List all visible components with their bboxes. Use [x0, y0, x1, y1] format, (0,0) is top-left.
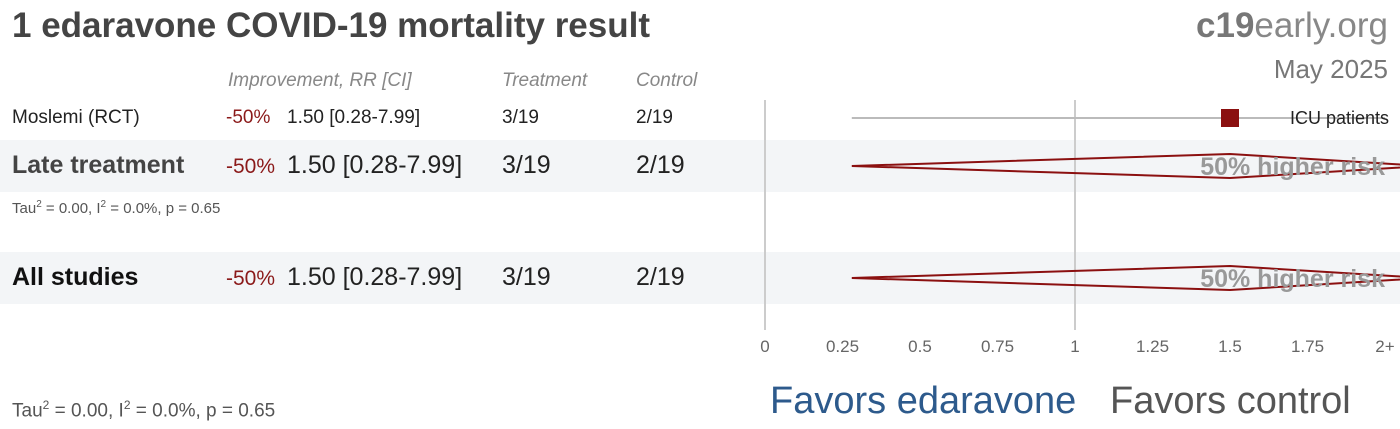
tick-label: 1.75	[1291, 337, 1324, 356]
late-treatment-band	[0, 140, 1400, 192]
tick-label: 0.25	[826, 337, 859, 356]
late-treatment-treatment: 3/19	[502, 151, 551, 179]
late-treatment-improvement: -50%	[226, 155, 276, 178]
all-studies-label: All studies	[12, 263, 139, 291]
favors-right-label: Favors control	[1110, 380, 1351, 422]
tick-label: 0.75	[981, 337, 1014, 356]
study-improvement: -50%	[226, 107, 271, 128]
late-treatment-label: Late treatment	[12, 151, 185, 179]
late-treatment-stats: Tau2 = 0.00, I2 = 0.0%, p = 0.65	[12, 199, 221, 217]
tick-label: 0.5	[908, 337, 932, 356]
tick-label: 1.25	[1136, 337, 1169, 356]
pooled-diamond	[851, 152, 1400, 180]
study-treatment: 3/19	[502, 107, 539, 128]
all-studies-treatment: 3/19	[502, 263, 551, 291]
footer-stats: Tau2 = 0.00, I2 = 0.0%, p = 0.65	[12, 398, 276, 422]
all-studies-control: 2/19	[636, 263, 685, 291]
study-note: ICU patients	[1290, 108, 1389, 128]
tick-label: 2+	[1375, 337, 1394, 356]
brand-logo: c19early.org	[1196, 6, 1388, 46]
tick-label: 0	[760, 337, 769, 356]
date-label: May 2025	[1273, 54, 1388, 84]
late-treatment-control: 2/19	[636, 151, 685, 179]
study-label: Moslemi (RCT)	[12, 107, 140, 128]
study-control: 2/19	[636, 107, 673, 128]
study-marker	[1221, 109, 1239, 127]
all-studies-band	[0, 252, 1400, 304]
tick-label: 1.5	[1218, 337, 1242, 356]
late-treatment-rr: 1.50 [0.28-7.99]	[287, 151, 463, 179]
tick-label: 1	[1070, 337, 1079, 356]
risk-label: 50% higher risk	[1200, 153, 1385, 181]
pooled-diamond	[851, 264, 1400, 292]
header-improvement: Improvement, RR [CI]	[228, 70, 412, 91]
study-rr: 1.50 [0.28-7.99]	[287, 107, 421, 128]
risk-label: 50% higher risk	[1200, 265, 1385, 293]
header-control: Control	[636, 70, 698, 91]
page-title: 1 edaravone COVID-19 mortality result	[12, 6, 650, 45]
favors-left-label: Favors edaravone	[770, 380, 1077, 422]
brand-rest: early.org	[1254, 6, 1388, 45]
header-treatment: Treatment	[502, 70, 588, 91]
all-studies-improvement: -50%	[226, 267, 276, 290]
all-studies-rr: 1.50 [0.28-7.99]	[287, 263, 463, 291]
brand-bold: c19	[1196, 6, 1255, 45]
